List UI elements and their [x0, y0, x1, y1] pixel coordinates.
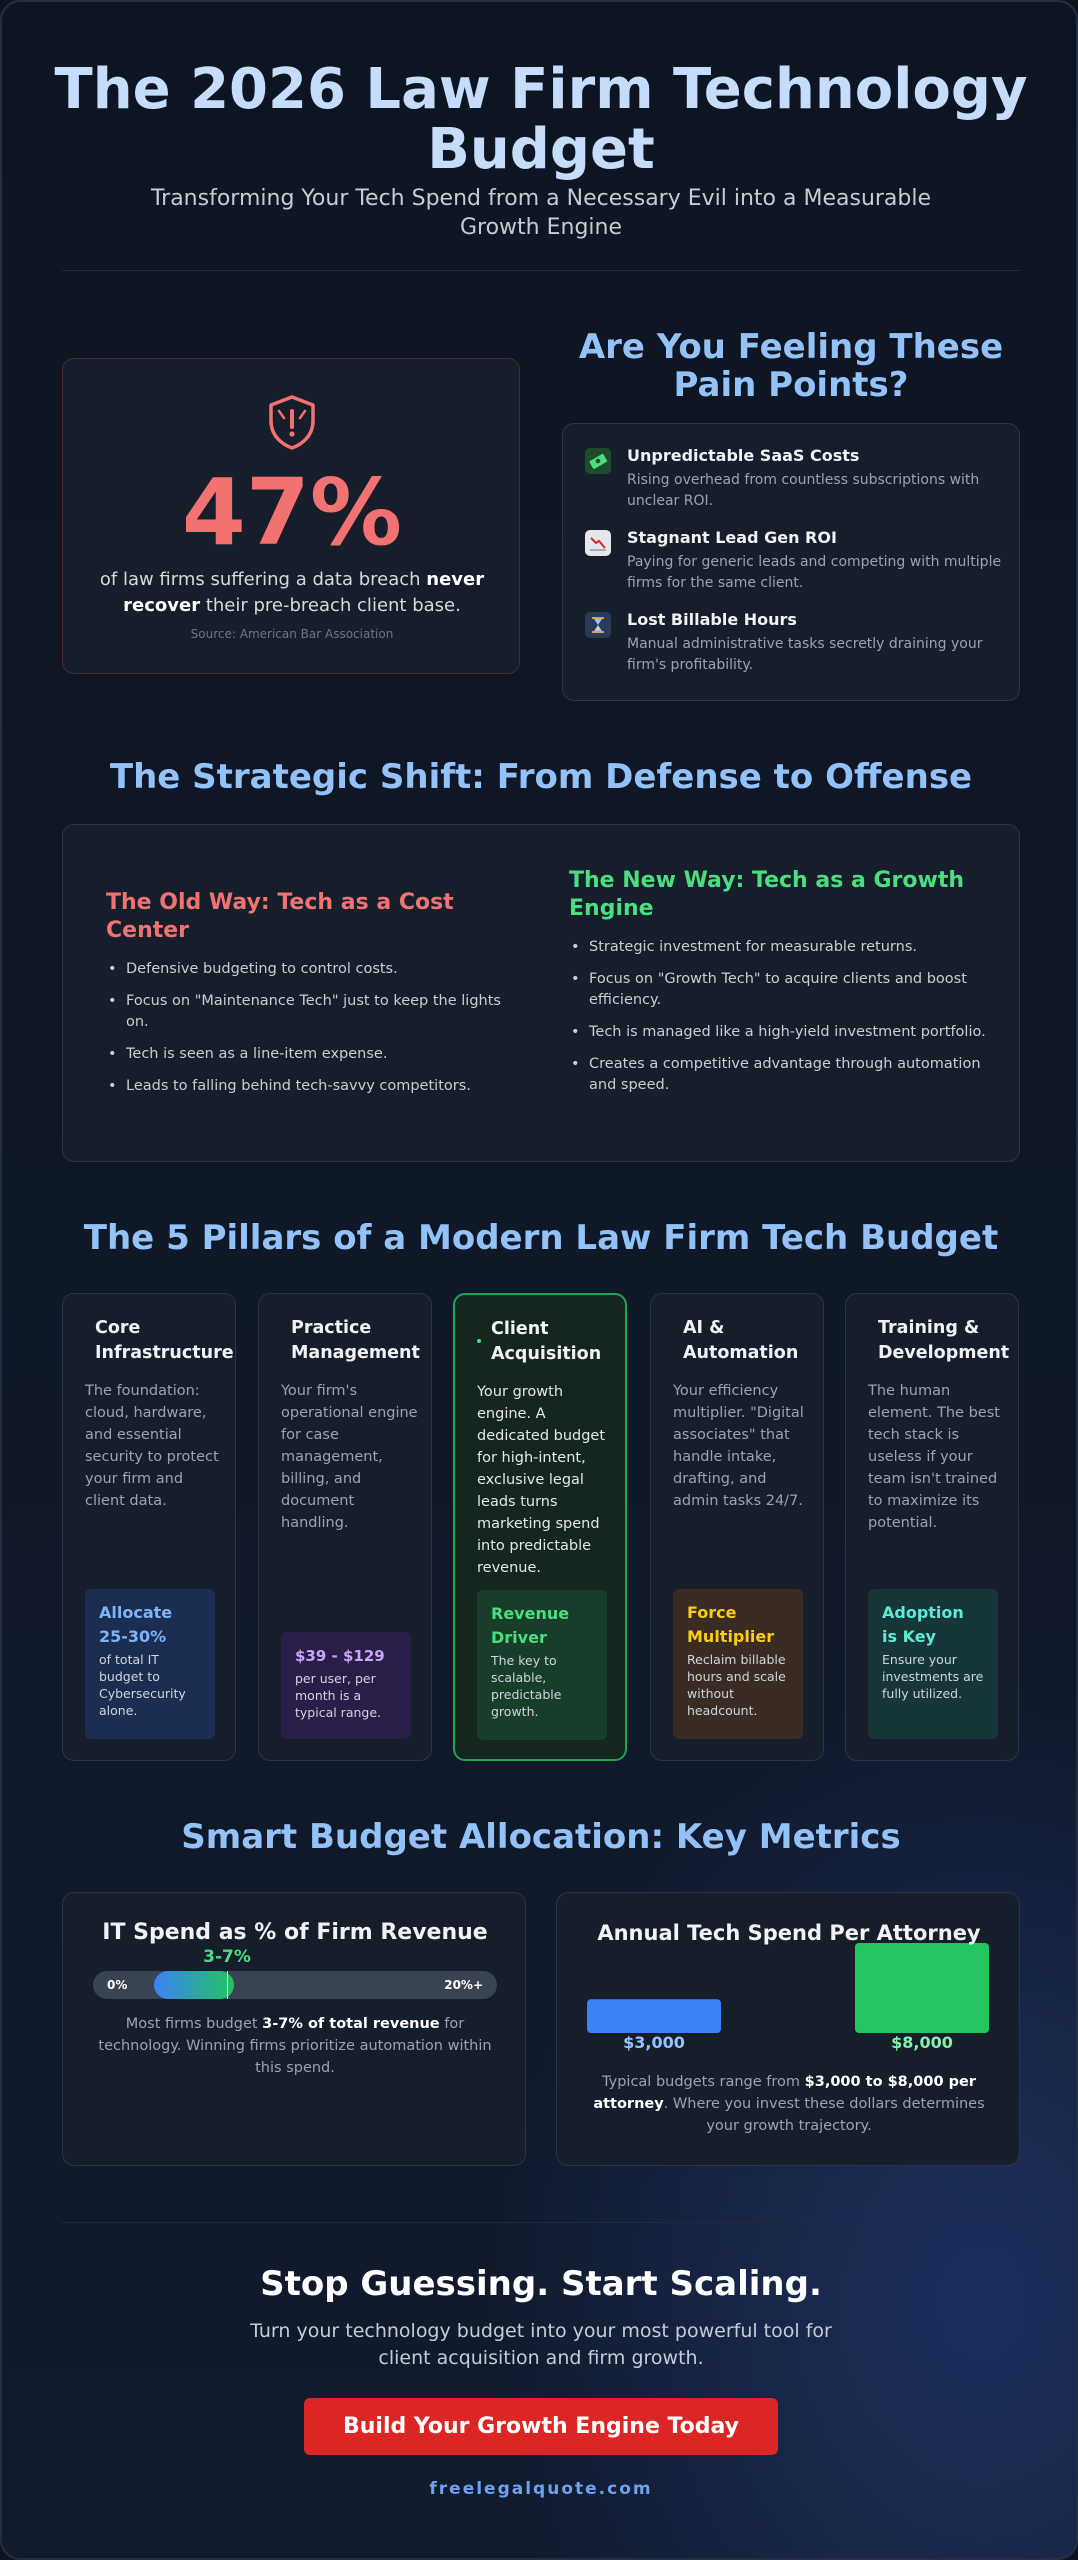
list-item: Tech is seen as a line-item expense. [106, 1044, 506, 1065]
range-fill [153, 1971, 235, 1999]
divider [62, 2222, 1020, 2223]
pillar-card: Training & Development The human element… [845, 1293, 1019, 1761]
per-attorney-chart [587, 1943, 989, 2033]
highlight-desc: The key to scalable, predictable growth. [491, 1653, 562, 1719]
pillar-highlight: Force Multiplier Reclaim billable hours … [673, 1589, 803, 1739]
bar-high [855, 1943, 989, 2033]
pillar-card: AI & Automation Your efficiency multipli… [650, 1293, 824, 1761]
metrics-title: Smart Budget Allocation: Key Metrics [181, 1817, 901, 1857]
shield-alert-icon [261, 391, 323, 453]
chart-down-icon [585, 530, 611, 556]
old-way-column: The Old Way: Tech as a Cost Center Defen… [106, 889, 506, 1108]
list-item: Focus on "Maintenance Tech" just to keep… [106, 991, 506, 1033]
it-spend-title: IT Spend as % of Firm Revenue [102, 1920, 488, 1945]
hourglass-icon [585, 612, 611, 638]
new-way-column: The New Way: Tech as a Growth Engine Str… [569, 867, 989, 1107]
shift-title: The Strategic Shift: From Defense to Off… [109, 757, 973, 797]
pillars-title: The 5 Pillars of a Modern Law Firm Tech … [83, 1218, 999, 1258]
highlight-desc: per user, per month is a typical range. [295, 1671, 382, 1720]
pain-title: Unpredictable SaaS Costs [627, 446, 860, 465]
page-subtitle: Transforming Your Tech Spend from a Nece… [150, 186, 932, 240]
pain-points-card: Unpredictable SaaS Costs Rising overhead… [562, 423, 1020, 701]
new-way-title: The New Way: Tech as a Growth Engine [569, 868, 965, 921]
divider [62, 270, 1020, 271]
pillar-desc: The foundation: cloud, hardware, and ess… [85, 1383, 219, 1509]
highlight-title: Adoption is Key [882, 1603, 964, 1646]
bar-low-label: $3,000 [623, 2033, 685, 2052]
shift-card: The Old Way: Tech as a Cost Center Defen… [62, 824, 1020, 1162]
range-marker-line [227, 1971, 228, 1999]
highlight-desc: Reclaim billable hours and scale without… [687, 1652, 786, 1718]
pillar-highlight: Allocate 25-30% of total IT budget to Cy… [85, 1589, 215, 1739]
per-attorney-title: Annual Tech Spend Per Attorney [597, 1921, 981, 1945]
pillar-name: Client Acquisition [491, 1319, 602, 1364]
build-growth-engine-button[interactable]: Build Your Growth Engine Today [304, 2398, 778, 2455]
pillar-card-featured: Client Acquisition Your growth engine. A… [453, 1293, 627, 1761]
it-spend-desc: Most firms budget 3-7% of total revenue … [98, 2016, 492, 2076]
pillar-desc: Your firm's operational engine for case … [281, 1383, 418, 1531]
money-icon [585, 448, 611, 474]
bar-low [587, 1999, 721, 2033]
breach-percentage: 47% [181, 459, 403, 566]
highlight-title: Revenue Driver [491, 1604, 570, 1647]
list-item: Strategic investment for measurable retu… [569, 937, 989, 958]
cta-text: Turn your technology budget into your mo… [250, 2320, 832, 2369]
page-title: The 2026 Law Firm Technology Budget [54, 57, 1028, 182]
list-item: Leads to falling behind tech-savvy compe… [106, 1076, 506, 1097]
per-attorney-desc: Typical budgets range from $3,000 to $8,… [593, 2074, 985, 2134]
pillar-name: AI & Automation [683, 1318, 799, 1363]
pillar-name: Core Infrastructure [95, 1318, 234, 1363]
range-max-label: 20%+ [444, 1978, 483, 1992]
list-item: Tech is managed like a high-yield invest… [569, 1022, 989, 1043]
pillar-desc: The human element. The best tech stack i… [868, 1383, 1000, 1531]
highlight-desc: Ensure your investments are fully utiliz… [882, 1652, 984, 1701]
list-item: Creates a competitive advantage through … [569, 1054, 989, 1096]
bar-high-label: $8,000 [891, 2033, 953, 2052]
highlight-title: Allocate 25-30% [99, 1603, 173, 1646]
range-min-label: 0% [107, 1978, 128, 1992]
pain-desc: Manual administrative tasks secretly dra… [627, 636, 983, 673]
new-way-list: Strategic investment for measurable retu… [569, 937, 989, 1096]
featured-dot-icon [477, 1339, 481, 1343]
pillar-name: Practice Management [291, 1318, 420, 1363]
pillar-highlight: $39 - $129 per user, per month is a typi… [281, 1632, 411, 1739]
stat-source: Source: American Bar Association [190, 627, 394, 641]
list-item: Focus on "Growth Tech" to acquire client… [569, 969, 989, 1011]
pillar-desc: Your efficiency multiplier. "Digital ass… [673, 1383, 804, 1509]
pain-title: Lost Billable Hours [627, 610, 797, 629]
pillar-highlight: Revenue Driver The key to scalable, pred… [477, 1590, 607, 1740]
pain-title: Stagnant Lead Gen ROI [627, 528, 837, 547]
pillar-card: Core Infrastructure The foundation: clou… [62, 1293, 236, 1761]
old-way-title: The Old Way: Tech as a Cost Center [106, 890, 454, 943]
breach-stat-text: of law firms suffering a data breach nev… [99, 569, 485, 616]
range-marker-label: 3-7% [203, 1947, 251, 1967]
pillar-name: Training & Development [878, 1318, 1010, 1363]
range-track: 0% 20%+ [93, 1971, 497, 1999]
it-spend-card: IT Spend as % of Firm Revenue 3-7% 0% 20… [62, 1892, 526, 2166]
breach-stat-card: 47% of law firms suffering a data breach… [62, 358, 520, 674]
pillar-highlight: Adoption is Key Ensure your investments … [868, 1589, 998, 1739]
per-attorney-card: Annual Tech Spend Per Attorney $3,000 $8… [556, 1892, 1020, 2166]
footer-link[interactable]: freelegalquote.com [429, 2479, 653, 2499]
list-item: Defensive budgeting to control costs. [106, 959, 506, 980]
pain-desc: Rising overhead from countless subscript… [627, 472, 980, 509]
highlight-title: Force Multiplier [687, 1603, 775, 1646]
old-way-list: Defensive budgeting to control costs. Fo… [106, 959, 506, 1097]
pain-desc: Paying for generic leads and competing w… [627, 554, 1002, 591]
pillar-desc: Your growth engine. A dedicated budget f… [477, 1384, 606, 1576]
pillar-card: Practice Management Your firm's operatio… [258, 1293, 432, 1761]
highlight-title: $39 - $129 [295, 1647, 385, 1665]
highlight-desc: of total IT budget to Cybersecurity alon… [99, 1652, 186, 1718]
cta-title: Stop Guessing. Start Scaling. [260, 2264, 822, 2304]
pain-points-title: Are You Feeling These Pain Points? [578, 327, 1004, 405]
